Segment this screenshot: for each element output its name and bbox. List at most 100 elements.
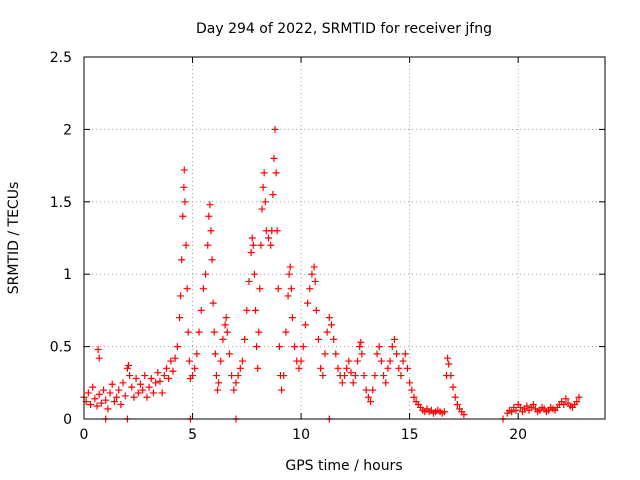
data-point	[406, 379, 414, 387]
data-point	[145, 383, 153, 391]
data-point	[199, 285, 207, 293]
data-point	[207, 227, 215, 235]
data-point	[390, 335, 398, 343]
data-point	[256, 285, 264, 293]
data-point	[295, 364, 303, 372]
data-point	[447, 372, 455, 380]
data-point	[280, 372, 288, 380]
data-point	[347, 369, 355, 377]
data-point	[91, 395, 99, 403]
data-point	[241, 335, 249, 343]
data-point	[206, 201, 214, 209]
data-point	[362, 386, 370, 394]
data-point	[94, 345, 102, 353]
data-point	[204, 241, 212, 249]
plot-frame	[83, 56, 606, 420]
x-axis-label: GPS time / hours	[285, 458, 402, 474]
data-point	[314, 335, 322, 343]
data-point	[141, 372, 149, 380]
data-point	[369, 386, 377, 394]
data-point	[84, 389, 92, 397]
data-point	[384, 364, 392, 372]
data-point	[222, 314, 230, 322]
data-point	[202, 270, 210, 278]
data-point	[453, 401, 461, 409]
data-point	[178, 256, 186, 264]
data-point	[364, 393, 372, 401]
data-point	[306, 285, 314, 293]
data-point	[308, 270, 316, 278]
data-point	[93, 402, 101, 410]
data-point	[449, 383, 457, 391]
data-point	[287, 285, 295, 293]
data-point	[255, 328, 263, 336]
data-point	[523, 402, 531, 410]
data-point	[95, 354, 103, 362]
data-point	[444, 354, 452, 362]
data-point	[272, 169, 280, 177]
y-tick-labels: 0 0.5 1 1.5 2 2.5	[50, 50, 72, 428]
data-point	[95, 390, 103, 398]
data-point	[270, 154, 278, 162]
data-point	[180, 183, 188, 191]
data-point	[356, 343, 364, 351]
data-point	[382, 379, 390, 387]
data-point	[189, 372, 197, 380]
grid	[84, 57, 605, 419]
data-point	[284, 292, 292, 300]
data-point	[208, 256, 216, 264]
data-point	[171, 354, 179, 362]
data-point	[230, 386, 238, 394]
data-point	[275, 343, 283, 351]
data-point	[260, 169, 268, 177]
data-point	[154, 369, 162, 377]
data-points	[80, 125, 583, 423]
data-point	[334, 364, 342, 372]
data-point	[367, 398, 375, 406]
data-point	[371, 372, 379, 380]
data-point	[408, 386, 416, 394]
data-point	[102, 396, 110, 404]
data-point	[165, 374, 173, 382]
data-point	[297, 357, 305, 365]
data-point	[330, 335, 338, 343]
data-point	[360, 372, 368, 380]
data-point	[375, 343, 383, 351]
data-point	[209, 299, 217, 307]
data-point	[291, 343, 299, 351]
data-point	[214, 386, 222, 394]
data-point	[113, 393, 121, 401]
y-tick-label: 1.5	[50, 195, 72, 211]
data-point	[212, 372, 220, 380]
data-point	[185, 357, 193, 365]
data-point	[445, 360, 453, 368]
data-point	[357, 338, 365, 346]
x-tick-label: 15	[401, 427, 419, 443]
data-point	[380, 372, 388, 380]
data-point	[234, 372, 242, 380]
data-point	[205, 212, 213, 220]
data-point	[403, 364, 411, 372]
x-tick-label: 0	[80, 427, 89, 443]
data-point	[132, 374, 140, 382]
data-point	[273, 227, 281, 235]
data-point	[410, 393, 418, 401]
data-point	[265, 234, 273, 242]
data-point	[87, 401, 95, 409]
x-tick-label: 20	[509, 427, 527, 443]
data-point	[184, 328, 192, 336]
data-point	[285, 270, 293, 278]
data-point	[147, 374, 155, 382]
data-point	[373, 350, 381, 358]
x-tick-label: 10	[292, 427, 310, 443]
data-point	[271, 125, 279, 133]
data-point	[251, 306, 259, 314]
data-point	[158, 389, 166, 397]
data-point	[248, 234, 256, 242]
data-point	[254, 364, 262, 372]
data-point	[560, 401, 568, 409]
data-point	[117, 401, 125, 409]
y-tick-label: 1	[63, 267, 72, 283]
x-tick-labels: 0 5 10 15 20	[80, 427, 528, 443]
data-point	[236, 364, 244, 372]
